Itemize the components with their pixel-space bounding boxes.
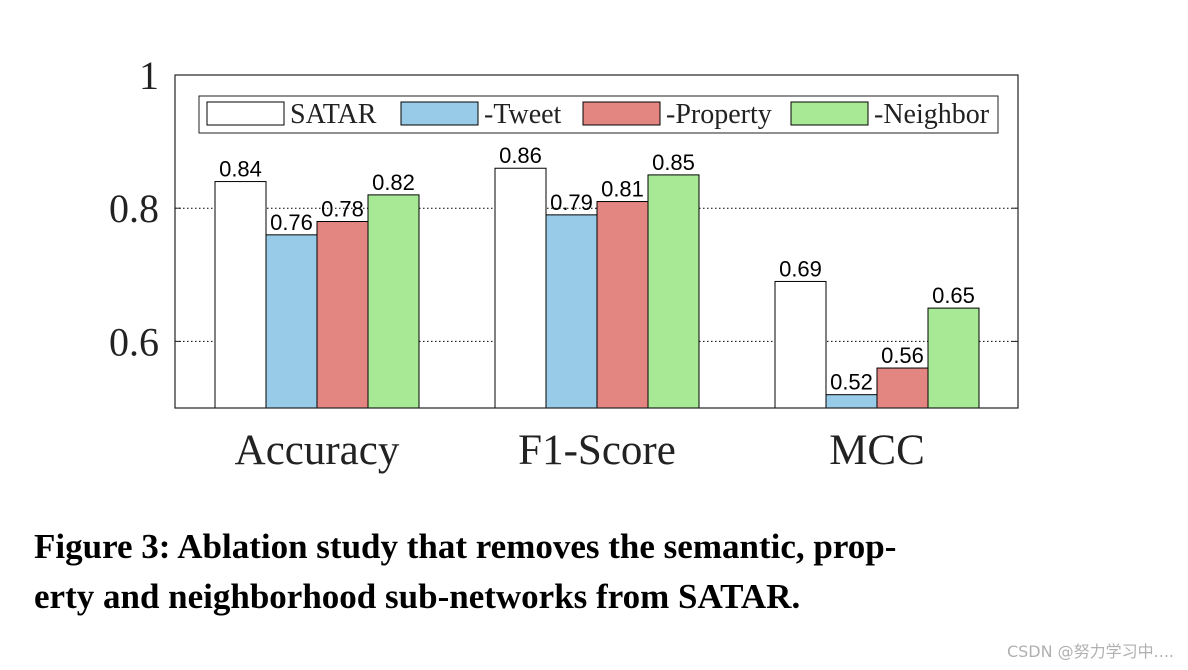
caption-line-2: erty and neighborhood sub-networks from … <box>34 577 801 616</box>
data-label: 0.76 <box>270 210 313 235</box>
data-label: 0.52 <box>830 370 873 395</box>
data-label: 0.84 <box>219 157 262 182</box>
data-label: 0.69 <box>779 256 822 281</box>
bar-property <box>876 367 929 409</box>
bar-property <box>316 221 369 409</box>
figure-caption: Figure 3: Ablation study that removes th… <box>34 522 1154 622</box>
legend-label: -Neighbor <box>874 99 990 130</box>
data-label: 0.65 <box>932 283 975 308</box>
bar-satar <box>494 167 547 409</box>
legend-swatch <box>790 101 869 126</box>
caption-line-1: Figure 3: Ablation study that removes th… <box>34 527 897 566</box>
bar-neighbor <box>927 307 980 409</box>
bar-tweet <box>825 394 878 409</box>
data-label: 0.78 <box>321 197 364 222</box>
axes-frame <box>174 74 1019 409</box>
watermark: CSDN @努力学习中.... <box>1006 642 1174 661</box>
bar-satar <box>214 181 267 409</box>
y-tick-label: 0.6 <box>109 319 159 364</box>
bar-neighbor <box>367 194 420 409</box>
bar-satar <box>774 280 827 409</box>
x-tick-label: Accuracy <box>235 427 400 474</box>
bar-property <box>596 201 649 409</box>
legend-swatch <box>582 101 661 126</box>
data-label: 0.85 <box>652 150 695 175</box>
data-label: 0.86 <box>499 143 542 168</box>
data-label: 0.56 <box>881 343 924 368</box>
bar-neighbor <box>647 174 700 409</box>
y-tick-label: 0.8 <box>109 186 159 231</box>
data-label: 0.79 <box>550 190 593 215</box>
bar-tweet <box>265 234 318 409</box>
data-label: 0.81 <box>601 177 644 202</box>
x-tick-label: MCC <box>829 427 925 474</box>
x-tick-label: F1-Score <box>518 427 676 474</box>
legend-swatch <box>206 101 285 126</box>
legend-label: -Tweet <box>484 99 562 130</box>
legend-label: -Property <box>666 99 772 130</box>
legend-label: SATAR <box>290 99 377 130</box>
bar-chart: 0.60.810.840.760.780.82Accuracy0.860.790… <box>109 53 1019 474</box>
bar-tweet <box>545 214 598 409</box>
data-label: 0.82 <box>372 170 415 195</box>
y-tick-label: 1 <box>139 53 159 98</box>
legend-swatch <box>400 101 479 126</box>
